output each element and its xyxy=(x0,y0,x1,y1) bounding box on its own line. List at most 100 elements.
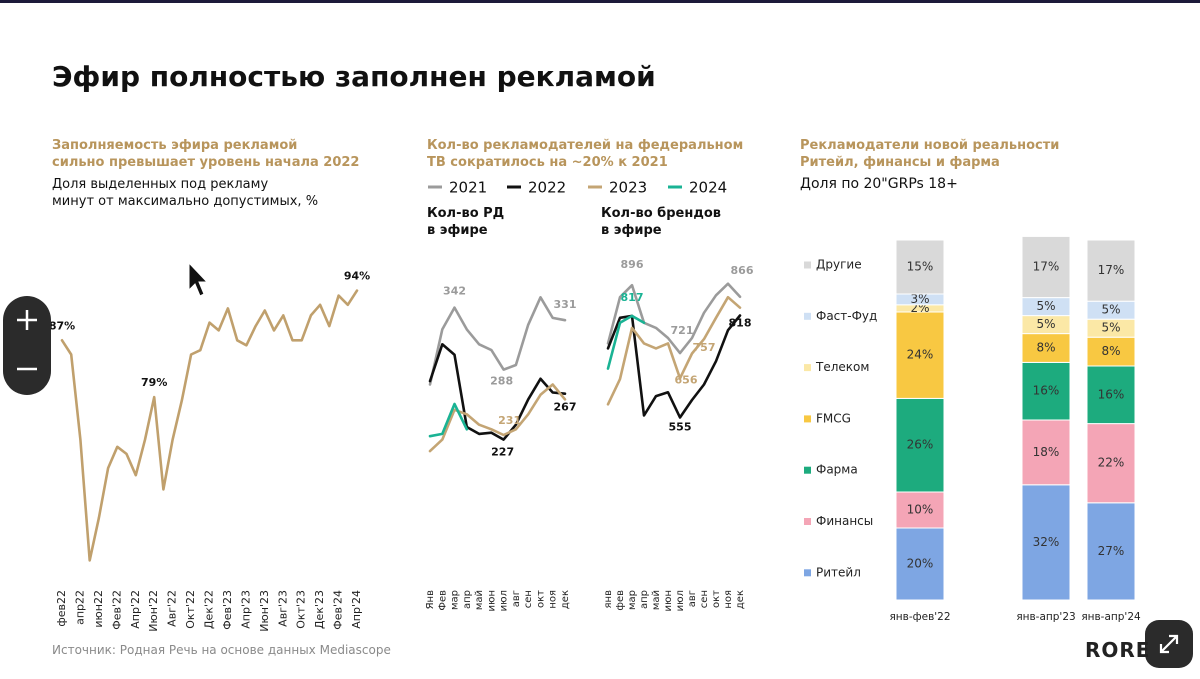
slide-title: Эфир полностью заполнен рекламой xyxy=(52,60,656,93)
data-label: 24% xyxy=(907,348,934,362)
section-subtitle: Доля выделенных под рекламу минут от мак… xyxy=(52,177,319,209)
x-tick-label: Фев'24 xyxy=(332,590,345,630)
legend-label: 2022 xyxy=(528,179,566,197)
data-label: 5% xyxy=(1101,321,1120,335)
x-tick-label: авг xyxy=(687,590,698,607)
legend-label: Ритейл xyxy=(816,565,861,579)
x-tick-label: Апр'24 xyxy=(350,590,363,629)
data-label: 22% xyxy=(1098,456,1125,470)
bar-segment xyxy=(1021,484,1071,601)
expand-button[interactable] xyxy=(1145,620,1193,668)
bar-segment xyxy=(895,491,945,529)
data-label: 227 xyxy=(491,446,514,459)
chart-title: Кол-во брендов в эфире xyxy=(601,206,721,238)
data-label: 288 xyxy=(490,375,513,388)
legend-label: 2024 xyxy=(689,179,727,197)
bar-segment xyxy=(1021,333,1071,363)
expand-icon xyxy=(1159,634,1179,654)
x-tick-label: фев22 xyxy=(55,590,68,627)
x-tick-label: Окт'23 xyxy=(295,590,308,629)
x-tick-label: июн xyxy=(663,590,674,611)
bar-segment xyxy=(1021,235,1071,299)
bar-segment xyxy=(895,527,945,601)
data-label: 5% xyxy=(1036,299,1055,313)
data-label: 27% xyxy=(1098,544,1125,558)
legend-swatch xyxy=(804,312,811,320)
data-label: 342 xyxy=(443,285,466,298)
x-tick-label: май xyxy=(474,590,485,610)
data-label: 94% xyxy=(344,270,370,283)
data-label: 896 xyxy=(621,258,644,271)
x-tick-label: ноя xyxy=(723,590,734,609)
data-label: 15% xyxy=(907,260,934,274)
bar-segment xyxy=(1086,502,1136,601)
data-label: 26% xyxy=(907,438,934,452)
data-label: 10% xyxy=(907,503,934,517)
x-tick-label: апр xyxy=(462,590,473,609)
legend-label: 2023 xyxy=(609,179,647,197)
data-label: 817 xyxy=(621,291,644,304)
data-label: 16% xyxy=(1098,387,1125,401)
x-tick-label: Авг'23 xyxy=(276,590,289,627)
legend-swatch xyxy=(804,569,811,577)
legend-label: FMCG xyxy=(816,411,851,425)
section-subtitle: Доля по 20"GRPs 18+ xyxy=(800,176,958,192)
line-series xyxy=(606,282,742,355)
x-tick-label: сен xyxy=(523,590,534,608)
x-tick-label: июл xyxy=(499,590,510,611)
line-series xyxy=(606,314,646,370)
x-tick-label: апр xyxy=(639,590,650,609)
bar-segment xyxy=(1021,419,1071,486)
line-series xyxy=(428,343,567,441)
data-label: 3% xyxy=(910,292,929,306)
data-label: 818 xyxy=(729,316,752,329)
zoom-panel xyxy=(3,296,51,395)
line-series xyxy=(428,402,469,438)
x-tick-label: Янв xyxy=(425,590,436,609)
data-label: 866 xyxy=(731,264,754,277)
data-label: 17% xyxy=(1033,260,1060,274)
bar-segment xyxy=(1086,336,1136,367)
x-tick-label: фев xyxy=(615,590,626,611)
x-tick-label: Апр'23 xyxy=(239,590,252,629)
x-tick-label: мар xyxy=(627,590,638,610)
section-title: Рекламодатели новой реальности Ритейл, ф… xyxy=(800,138,1060,170)
x-tick-label: янв xyxy=(603,590,614,609)
legend-swatch xyxy=(804,466,811,474)
legend-label: 2021 xyxy=(449,179,487,197)
x-tick-label: окт xyxy=(711,590,722,608)
legend-label: Фаст-Фуд xyxy=(816,309,877,323)
x-tick-label: апр22 xyxy=(73,590,86,625)
legend-swatch xyxy=(804,518,811,525)
x-tick-label: Окт'22 xyxy=(184,590,197,629)
data-label: 8% xyxy=(1101,344,1120,358)
data-label: 18% xyxy=(1033,445,1060,459)
x-tick-label: июн22 xyxy=(92,590,105,628)
data-label: 79% xyxy=(141,376,167,389)
data-label: 757 xyxy=(693,341,716,354)
source-note: Источник: Родная Речь на основе данных M… xyxy=(52,643,391,657)
data-label: 656 xyxy=(675,373,698,386)
legend-label: Финансы xyxy=(816,514,873,528)
section-title: Кол-во рекламодателей на федеральном ТВ … xyxy=(427,138,744,170)
data-label: 87% xyxy=(49,319,75,332)
x-tick-label: янв-апр'23 xyxy=(1016,611,1075,623)
data-label: 267 xyxy=(554,401,577,414)
x-tick-label: дек xyxy=(735,590,746,609)
x-tick-label: Фев xyxy=(437,590,448,611)
zoom-controls[interactable] xyxy=(3,296,51,395)
data-label: 5% xyxy=(1036,317,1055,331)
bar-segment xyxy=(895,239,945,295)
data-label: 331 xyxy=(554,298,577,311)
line-series xyxy=(606,295,742,406)
legend-swatch xyxy=(804,415,811,423)
x-tick-label: май xyxy=(651,590,662,610)
section-title: Заполняемость эфира рекламой сильно прев… xyxy=(52,138,360,170)
x-tick-label: сен xyxy=(699,590,710,608)
cursor xyxy=(188,261,209,297)
legend-label: Другие xyxy=(816,258,862,272)
x-tick-label: окт xyxy=(535,590,546,608)
data-label: 17% xyxy=(1098,263,1125,277)
bar-segment xyxy=(895,397,945,493)
